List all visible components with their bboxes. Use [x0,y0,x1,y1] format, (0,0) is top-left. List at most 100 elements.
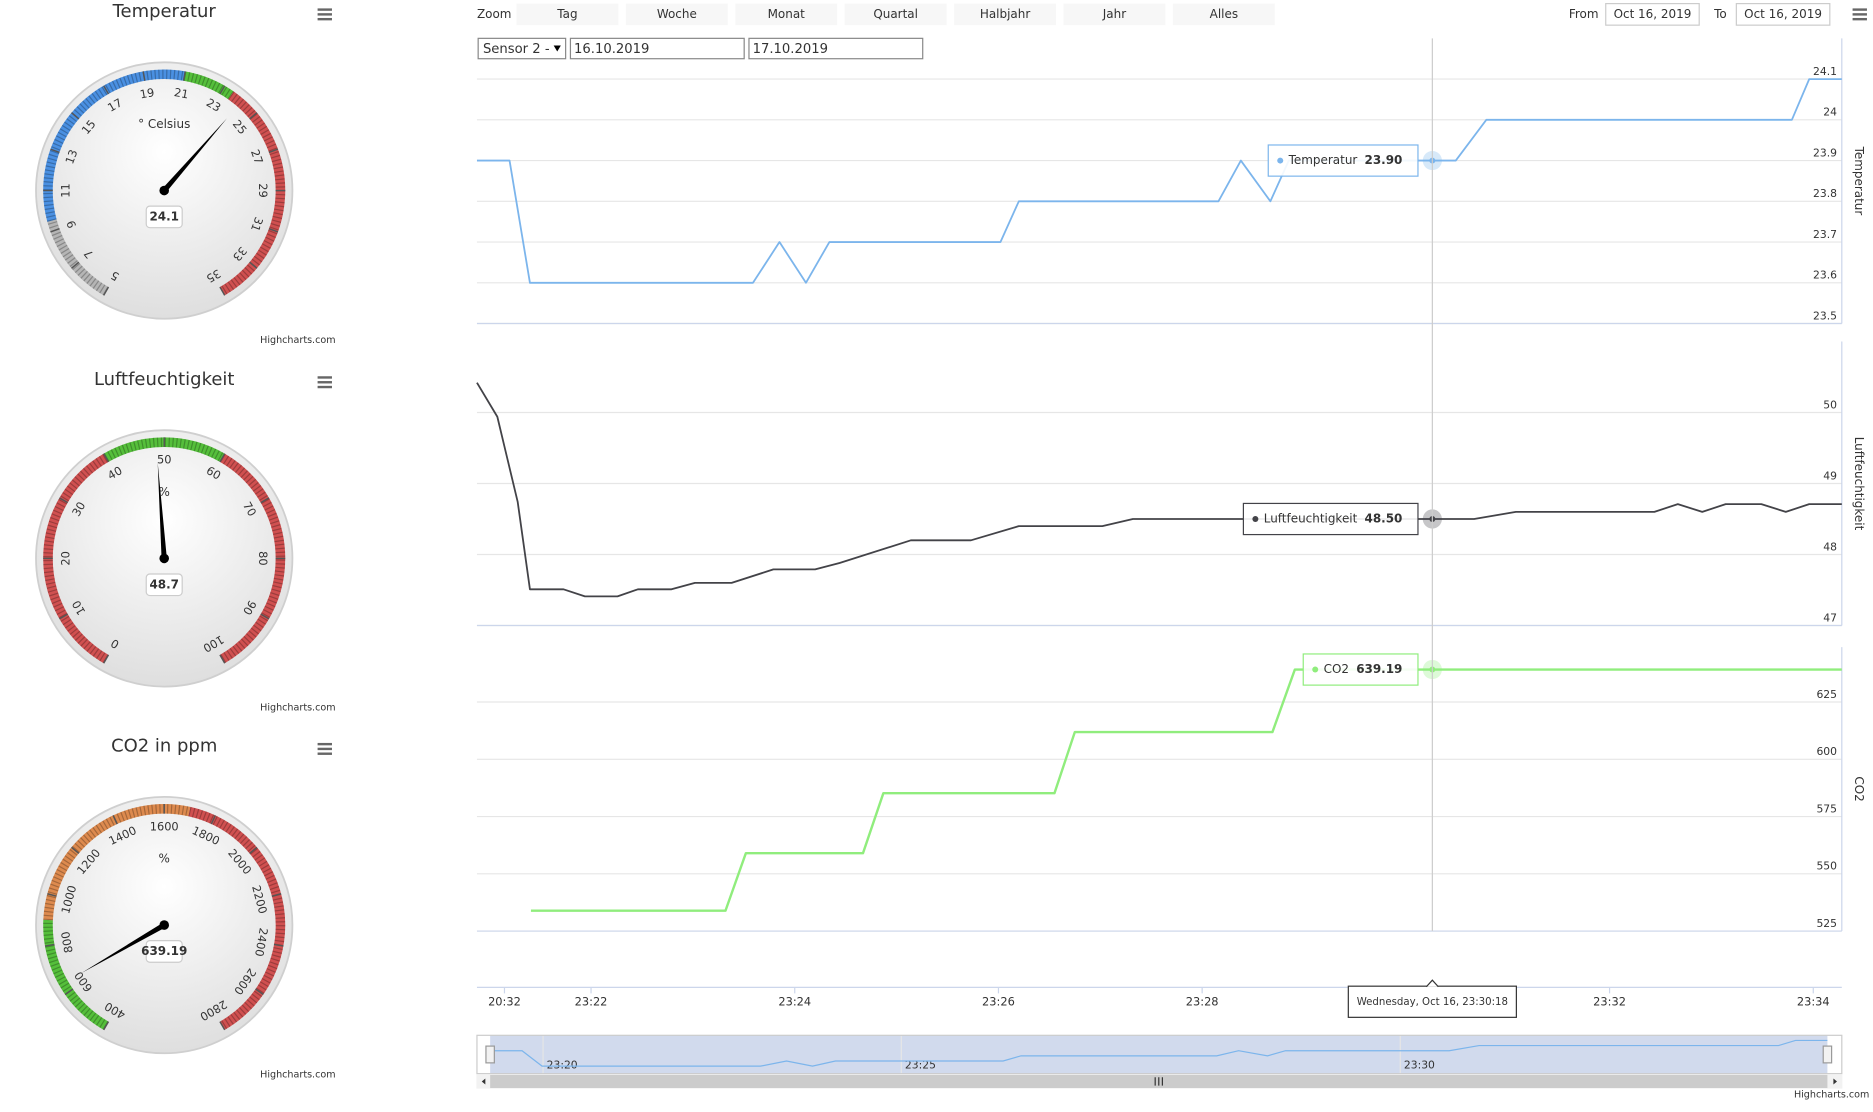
menu-button[interactable] [317,376,332,389]
gauge-tick-label: 23 [204,95,224,114]
x-tick-label: 20:32 [488,994,521,1008]
tooltip-name: Temperatur [1288,153,1358,167]
x-tooltip: Wednesday, Oct 16, 23:30:18 [1347,979,1517,1018]
gauge-band-stripes [188,806,286,1030]
y-tick-label: 24.1 [1813,65,1837,78]
gauge-tick [219,1021,226,1031]
y-tick-label: 23.8 [1813,187,1837,200]
zoom-button-bg [954,3,1056,26]
gauge-tick [112,815,118,825]
x-tooltip-box [1347,985,1517,1018]
gauge-tick-label: 90 [240,598,259,618]
gauge-tick-label: 21 [173,85,190,101]
gauge-tick [268,227,279,233]
zoom-button[interactable]: Quartal [844,3,947,26]
gauge-value: 48.7 [149,577,179,591]
menu-button[interactable] [1852,8,1867,21]
gauge-needle [81,922,169,974]
menu-bar [317,13,332,16]
navigator-outline [476,1034,1843,1075]
y-tick-label: 47 [1823,611,1837,624]
y-tick-label: 600 [1816,745,1837,758]
tooltip: Luftfeuchtigkeit 48.50 [1242,502,1419,536]
gauge-tick [142,71,146,81]
y-tick-label: 23.7 [1813,228,1837,241]
gauge-tick [182,71,186,81]
line-series [530,668,1842,912]
date-to-input[interactable] [748,37,924,60]
gauge-tick-label: 10 [69,598,88,618]
gauge-band-stripes [43,69,186,222]
sensor-value: Sensor 2 - [483,42,550,57]
sensor-select[interactable] [477,37,567,60]
gauge-tick [219,654,226,664]
menu-button[interactable] [317,8,332,21]
gauge-value: 639.19 [141,944,187,958]
gauge-band [219,91,286,296]
from-label: From [1569,7,1599,21]
scrollbar-right[interactable] [1833,1078,1838,1085]
gauge-band [183,71,234,100]
gauge-tick-label: 13 [62,148,80,166]
scrollbar-left[interactable] [481,1078,486,1085]
zoom-button-label: Tag [556,7,577,21]
gauge-tick [260,497,270,504]
zoom-button-label: Woche [657,7,697,21]
gauge-tick [273,943,284,947]
gauge-tick [71,846,80,854]
x-tick-label: 23:26 [982,994,1015,1008]
gauge-needle [161,118,228,195]
gauge-tick [103,85,110,95]
menu-bar [317,376,332,379]
y-tick-label: 23.9 [1813,146,1837,159]
menu-button[interactable] [317,742,332,755]
gauge-tick [103,654,110,664]
select-arrow [553,45,561,52]
gauge-tick [268,148,279,154]
zoom-button[interactable]: Alles [1172,3,1275,26]
zoom-button[interactable]: Tag [516,3,619,26]
gauge-pivot [159,920,170,930]
gauge-tick [64,988,74,996]
gauge-tick [249,261,258,269]
menu-bar [1852,8,1867,11]
zoom-button[interactable]: Monat [735,3,838,26]
zoom-button[interactable]: Jahr [1063,3,1166,26]
to-input[interactable] [1735,2,1831,26]
y-tick-label: 23.5 [1813,309,1837,322]
credits: Highcharts.com [1794,1090,1869,1101]
navigator-handle[interactable] [485,1045,495,1064]
credits: Highcharts.com [260,1069,335,1080]
y-tick-label: 50 [1823,398,1837,411]
x-tick-label: 23:34 [1797,994,1830,1008]
menu-bar [317,381,332,384]
from-input[interactable] [1605,2,1700,26]
navigator-bg [490,1035,1828,1074]
gauge-tick-label: 70 [240,499,259,519]
gauge-value-box [145,940,183,963]
y-tick-label: 23.6 [1813,269,1837,282]
gauge-title: Temperatur [112,1,217,22]
gauge-tick [59,613,69,620]
navigator-tick-label: 23:25 [905,1058,936,1071]
zoom-button[interactable]: Halbjahr [954,3,1056,26]
tooltip-box [1302,653,1419,686]
gauge-tick [103,453,110,463]
x-tooltip-label: Wednesday, Oct 16, 23:30:18 [1357,997,1508,1008]
navigator-series [490,1039,1828,1067]
date-from-input[interactable] [569,37,745,60]
y-tick-label: 625 [1816,688,1837,701]
to-value: Oct 16, 2019 [1744,7,1822,21]
gauge-unit: % [159,485,170,499]
x-tick-label: 23:22 [575,994,608,1008]
gauge-tick [255,988,264,996]
navigator-handle[interactable] [1822,1045,1833,1064]
zoom-button[interactable]: Woche [625,3,728,26]
x-tick-label: 23:32 [1593,994,1626,1008]
gauge-value-box [145,205,183,229]
menu-bar [317,8,332,11]
gauge-tick-label: 80 [256,551,270,565]
gauge-tick [103,1021,110,1031]
gauge-title: Luftfeuchtigkeit [94,369,234,390]
tooltip-marker [1252,516,1259,522]
